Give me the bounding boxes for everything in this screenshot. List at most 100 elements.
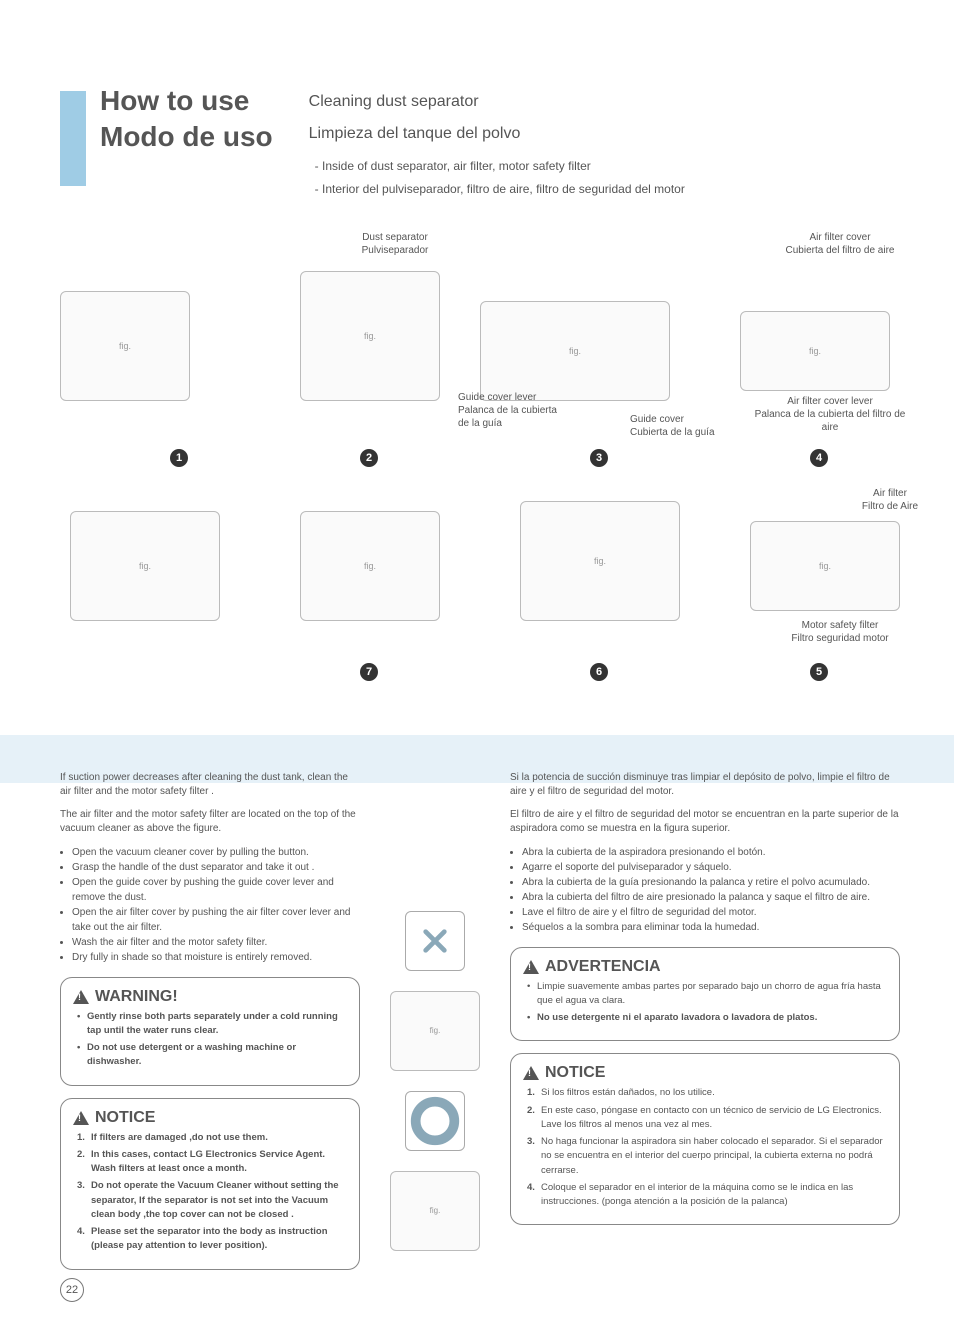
en-bullet-6: Dry fully in shade so that moisture is e…	[72, 950, 360, 965]
label-dust-sep-en: Dust separator	[340, 231, 450, 244]
en-warning-box: WARNING! Gently rinse both parts separat…	[60, 977, 360, 1086]
warning-icon	[73, 990, 89, 1004]
es-notice-3-text: No haga funcionar la aspiradora sin habe…	[541, 1136, 883, 1176]
en-notice-head: NOTICE	[73, 1109, 347, 1127]
label-mf-es: Filtro seguridad motor	[770, 632, 910, 645]
o-icon	[406, 1092, 464, 1150]
label-guide-cover-lever: Guide cover lever Palanca de la cubierta…	[458, 391, 568, 430]
label-mf-en: Motor safety filter	[770, 619, 910, 632]
label-af-en: Air filter	[850, 487, 930, 500]
step-badge-3: 3	[590, 449, 608, 467]
en-notice-4: 4.Please set the separator into the body…	[77, 1225, 347, 1254]
col-english: If suction power decreases after cleanin…	[60, 771, 360, 1270]
warning-icon	[523, 960, 539, 974]
es-intro-2: El filtro de aire y el filtro de segurid…	[510, 808, 900, 837]
label-gcl-es: Palanca de la cubierta de la guía	[458, 404, 568, 430]
label-gc-es: Cubierta de la guía	[630, 426, 750, 439]
es-bullets: Abra la cubierta de la aspiradora presio…	[510, 845, 900, 935]
label-afc-es: Cubierta del filtro de aire	[760, 244, 920, 257]
es-notice-2-text: En este caso, póngase en contacto con un…	[541, 1105, 882, 1130]
diagram-step-7b: fig.	[300, 511, 440, 621]
bottom-columns: If suction power decreases after cleanin…	[60, 771, 904, 1270]
en-notice-2-text: In this cases, contact LG Electronics Se…	[91, 1149, 325, 1174]
label-guide-cover: Guide cover Cubierta de la guía	[630, 413, 750, 439]
es-notice-1: 1.Si los filtros están dañados, no los u…	[527, 1086, 887, 1100]
subhead-es: Limpieza del tanque del polvo	[309, 125, 685, 143]
diagram-step-4: fig.	[740, 311, 890, 391]
en-warning-2: Do not use detergent or a washing machin…	[77, 1041, 347, 1070]
diagram-step-6: fig.	[520, 501, 680, 621]
es-intro-1: Si la potencia de succión disminuye tras…	[510, 771, 900, 800]
label-gcl-en: Guide cover lever	[458, 391, 568, 404]
step-badge-5: 5	[810, 663, 828, 681]
en-notice-1-text: If filters are damaged ,do not use them.	[91, 1132, 268, 1143]
step-badge-6: 6	[590, 663, 608, 681]
en-bullets: Open the vacuum cleaner cover by pulling…	[60, 845, 360, 965]
es-warning-head: ADVERTENCIA	[523, 958, 887, 976]
x-diagram: fig.	[390, 991, 480, 1071]
o-diagram: fig.	[390, 1171, 480, 1251]
wrong-icon-box	[405, 911, 465, 971]
correct-icon-box	[405, 1091, 465, 1151]
en-warning-head: WARNING!	[73, 988, 347, 1006]
blue-accent-bar	[60, 91, 86, 186]
header: How to use Modo de uso Cleaning dust sep…	[60, 85, 904, 201]
en-warning-head-text: WARNING!	[95, 988, 178, 1006]
diagram-step-7: fig.	[70, 511, 220, 621]
es-notice-4-text: Coloque el separador en el interior de l…	[541, 1182, 853, 1207]
title-en: How to use	[100, 85, 273, 117]
diagram-step-1: fig.	[60, 291, 190, 401]
label-dust-sep-es: Pulviseparador	[340, 244, 450, 257]
es-bullet-5: Lave el filtro de aire y el filtro de se…	[522, 905, 900, 920]
label-air-filter: Air filter Filtro de Aire	[850, 487, 930, 513]
en-bullet-3: Open the guide cover by pushing the guid…	[72, 875, 360, 905]
subline-2: - Interior del pulviseparador, filtro de…	[315, 178, 685, 201]
en-notice-2: 2.In this cases, contact LG Electronics …	[77, 1148, 347, 1177]
label-afc-en: Air filter cover	[760, 231, 920, 244]
en-notice-3: 3.Do not operate the Vacuum Cleaner with…	[77, 1179, 347, 1222]
label-af-es: Filtro de Aire	[850, 500, 930, 513]
step-badge-4: 4	[810, 449, 828, 467]
x-icon	[421, 927, 449, 955]
col-middle-icons: fig. fig.	[380, 911, 490, 1270]
es-bullet-4: Abra la cubierta del filtro de aire pres…	[522, 890, 900, 905]
en-bullet-1: Open the vacuum cleaner cover by pulling…	[72, 845, 360, 860]
es-notice-box: NOTICE 1.Si los filtros están dañados, n…	[510, 1053, 900, 1225]
label-gc-en: Guide cover	[630, 413, 750, 426]
subhead-en: Cleaning dust separator	[309, 93, 685, 111]
en-notice-3-text: Do not operate the Vacuum Cleaner withou…	[91, 1180, 339, 1220]
en-intro-1: If suction power decreases after cleanin…	[60, 771, 360, 800]
diagram-step-2: fig.	[300, 271, 440, 401]
col-spanish: Si la potencia de succión disminuye tras…	[510, 771, 900, 1270]
en-notice-box: NOTICE 1.If filters are damaged ,do not …	[60, 1098, 360, 1270]
es-notice-1-text: Si los filtros están dañados, no los uti…	[541, 1087, 715, 1098]
en-warning-1: Gently rinse both parts separately under…	[77, 1010, 347, 1039]
label-motor-filter: Motor safety filter Filtro seguridad mot…	[770, 619, 910, 645]
subhead-block: Cleaning dust separator Limpieza del tan…	[309, 93, 685, 201]
en-notice-head-text: NOTICE	[95, 1109, 155, 1127]
es-notice-head-text: NOTICE	[545, 1064, 605, 1082]
page: How to use Modo de uso Cleaning dust sep…	[0, 0, 954, 1310]
es-notice-2: 2.En este caso, póngase en contacto con …	[527, 1104, 887, 1133]
diagram-step-5: fig.	[750, 521, 900, 611]
diagram-step-3: fig.	[480, 301, 670, 401]
es-bullet-2: Agarre el soporte del pulviseparador y s…	[522, 860, 900, 875]
label-air-filter-cover-lever: Air filter cover lever Palanca de la cub…	[750, 395, 910, 434]
page-number: 22	[60, 1278, 84, 1302]
es-warning-box: ADVERTENCIA Limpie suavemente ambas part…	[510, 947, 900, 1042]
sub-list: - Inside of dust separator, air filter, …	[309, 155, 685, 201]
es-bullet-6: Séquelos a la sombra para eliminar toda …	[522, 920, 900, 935]
notice-icon	[73, 1111, 89, 1125]
label-air-filter-cover: Air filter cover Cubierta del filtro de …	[760, 231, 920, 257]
diagram-area: Dust separator Pulviseparador Air filter…	[60, 231, 904, 731]
label-afcl-es: Palanca de la cubierta del filtro de air…	[750, 408, 910, 434]
en-notice-1: 1.If filters are damaged ,do not use the…	[77, 1131, 347, 1145]
notice-icon	[523, 1066, 539, 1080]
title-es: Modo de uso	[100, 121, 273, 153]
es-notice-3: 3.No haga funcionar la aspiradora sin ha…	[527, 1135, 887, 1178]
en-bullet-4: Open the air filter cover by pushing the…	[72, 905, 360, 935]
es-warning-head-text: ADVERTENCIA	[545, 958, 661, 976]
title-block: How to use Modo de uso	[100, 85, 273, 153]
en-intro-2: The air filter and the motor safety filt…	[60, 808, 360, 837]
step-badge-1: 1	[170, 449, 188, 467]
